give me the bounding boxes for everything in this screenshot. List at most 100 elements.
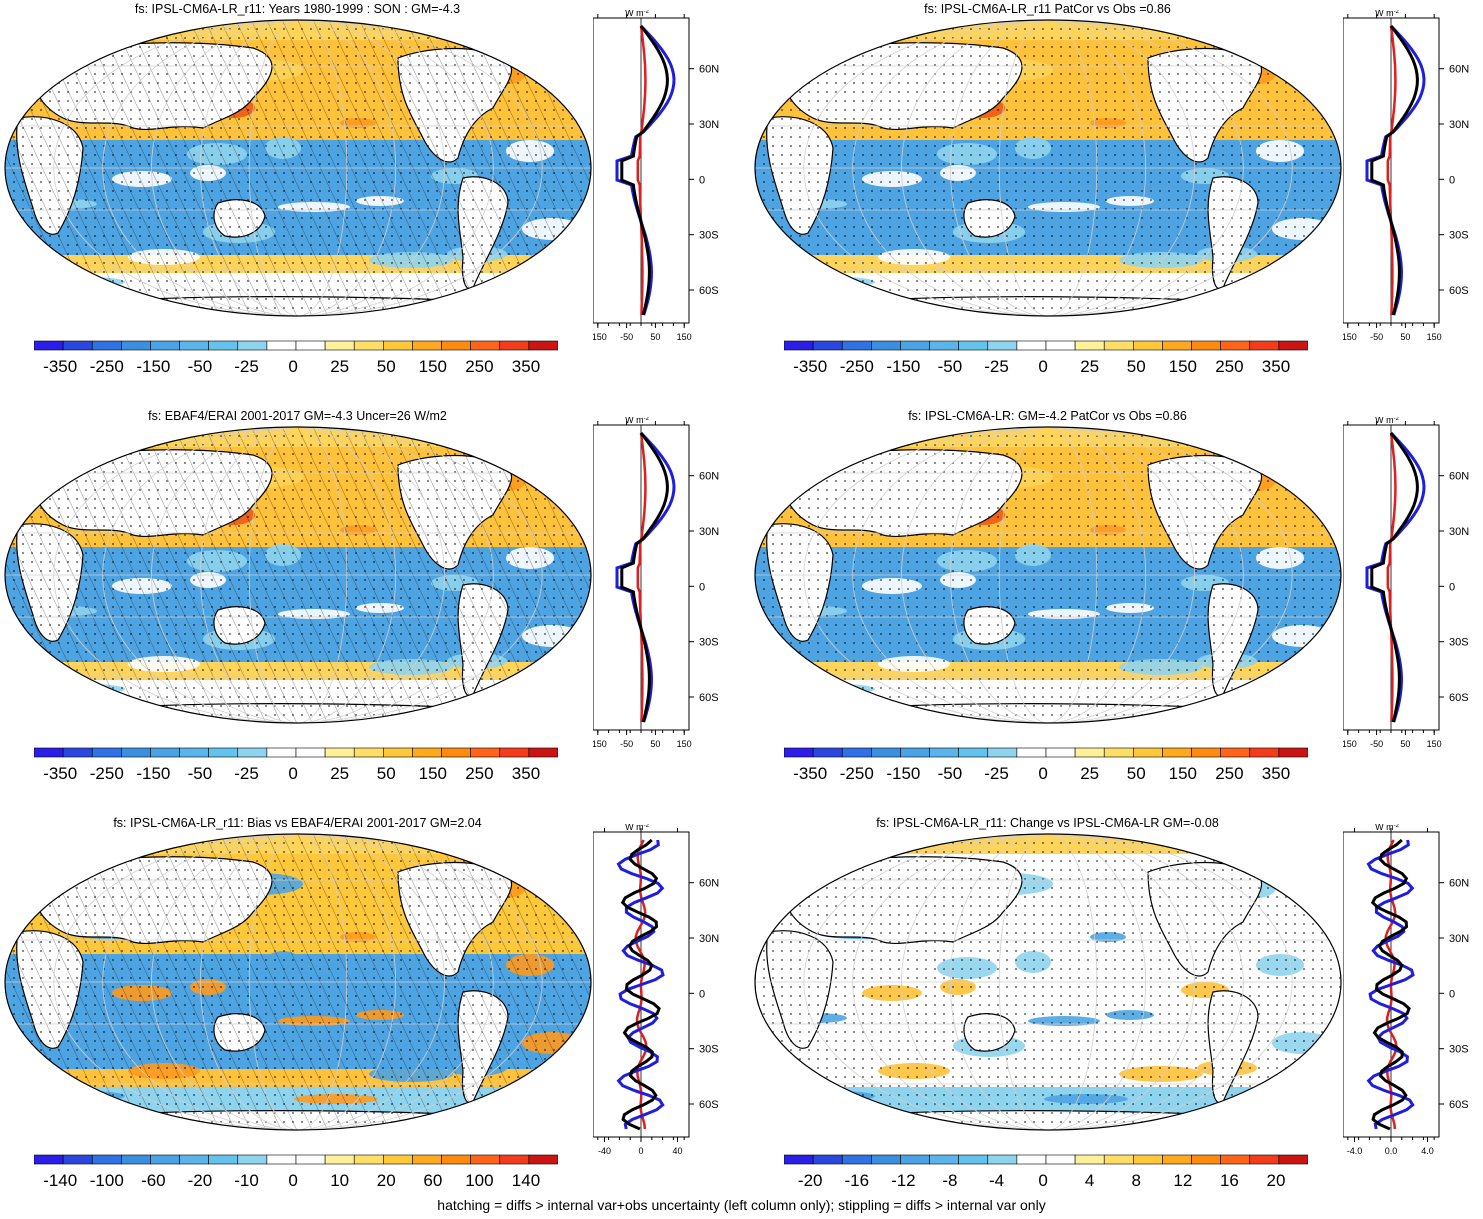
colorbar-tick-label: 350: [512, 357, 540, 376]
colorbar-tick-label: -4: [989, 1171, 1004, 1190]
panel-title: fs: IPSL-CM6A-LR_r11: Change vs IPSL-CM6…: [876, 816, 1219, 830]
lat-tick-label: 30N: [1449, 119, 1469, 131]
colorbar-tick-label: -25: [234, 764, 259, 783]
lat-tick-label: 30S: [1449, 230, 1469, 242]
zonal-x-tick-label: 0.0: [1385, 1146, 1398, 1156]
colorbar-tick-label: 150: [1169, 357, 1197, 376]
colorbar-tick-label: 4: [1085, 1171, 1094, 1190]
colorbar-tick-label: -150: [886, 764, 920, 783]
colorbar-tick-label: 25: [330, 764, 349, 783]
colorbar: -350 -250 -150 -50 -25 0 25 50 150 250 350: [784, 747, 1308, 783]
lat-tick-label: 30S: [1449, 1044, 1469, 1056]
colorbar: -350 -250 -150 -50 -25 0 25 50 150 250 350: [34, 747, 558, 783]
lat-tick-label: 30N: [699, 119, 719, 131]
model-series-line: [620, 432, 669, 723]
spread-series-line: [636, 25, 647, 316]
spread-series-line: [1386, 432, 1397, 723]
colorbar-tick-label: 250: [1215, 357, 1243, 376]
zonal-x-tick-label: 50: [650, 739, 660, 749]
colorbar-tick-label: 10: [330, 1171, 349, 1190]
lat-tick-label: 0: [1449, 988, 1455, 1000]
zonal-mean-profile: W m-2 60N 30N 0 30S 60S -150 -50 50 150: [593, 10, 719, 342]
colorbar-tick-label: 150: [1169, 764, 1197, 783]
zonal-x-tick-label: -50: [620, 739, 633, 749]
lat-tick-label: 60N: [699, 471, 719, 483]
model-series-line: [620, 838, 661, 1131]
zonal-x-tick-label: -50: [1370, 739, 1383, 749]
lat-tick-label: 30N: [1449, 933, 1469, 945]
colorbar-tick-label: 60: [423, 1171, 442, 1190]
lat-tick-label: 0: [1449, 581, 1455, 593]
zonal-unit-label: W m-2: [1375, 10, 1399, 18]
map-panel-6: fs: IPSL-CM6A-LR_r11: Change vs IPSL-CM6…: [750, 814, 1483, 1219]
colorbar-tick-label: -50: [938, 357, 963, 376]
colorbar-tick-label: -16: [844, 1171, 869, 1190]
zonal-x-tick-label: 50: [650, 332, 660, 342]
obs-series-line: [1365, 24, 1426, 316]
colorbar-tick-label: -20: [188, 1171, 213, 1190]
obs-series-line: [1365, 431, 1426, 723]
lat-tick-label: 0: [699, 988, 705, 1000]
zonal-mean-profile: W m-2 60N 30N 0 30S 60S -40 0 40: [593, 824, 719, 1156]
zonal-unit-label: W m-2: [1375, 417, 1399, 425]
colorbar-tick-label: -350: [43, 764, 77, 783]
colorbar-tick-label: 350: [1262, 357, 1290, 376]
lat-tick-label: 60N: [1449, 878, 1469, 890]
colorbar-tick-label: 25: [330, 357, 349, 376]
zonal-x-tick-label: 40: [672, 1146, 682, 1156]
colorbar-tick-label: 50: [377, 764, 396, 783]
colorbar-tick-label: 350: [512, 764, 540, 783]
colorbar-tick-label: 250: [465, 357, 493, 376]
lat-tick-label: 60S: [699, 692, 719, 704]
colorbar-tick-label: -12: [891, 1171, 916, 1190]
zonal-x-tick-label: 150: [677, 332, 692, 342]
colorbar-tick-label: 150: [419, 357, 447, 376]
zonal-x-tick-label: -150: [593, 739, 607, 749]
colorbar-tick-label: 140: [512, 1171, 540, 1190]
zonal-x-tick-label: -4.0: [1347, 1146, 1363, 1156]
colorbar-tick-label: 250: [465, 764, 493, 783]
colorbar-tick-label: 12: [1173, 1171, 1192, 1190]
colorbar-tick-label: 50: [1127, 764, 1146, 783]
colorbar-tick-label: -25: [234, 357, 259, 376]
lat-tick-label: 60N: [699, 64, 719, 76]
panel-title: fs: EBAF4/ERAI 2001-2017 GM=-4.3 Uncer=2…: [148, 409, 447, 423]
colorbar-tick-label: -50: [188, 764, 213, 783]
panel-title: fs: IPSL-CM6A-LR_r11: Bias vs EBAF4/ERAI…: [113, 816, 482, 830]
zonal-unit-label: W m-2: [625, 10, 649, 18]
obs-series-line: [615, 431, 676, 723]
zonal-x-tick-label: -150: [1343, 332, 1357, 342]
colorbar-tick-label: -250: [90, 764, 124, 783]
colorbar-tick-label: -10: [234, 1171, 259, 1190]
zonal-x-tick-label: 50: [1400, 332, 1410, 342]
colorbar-tick-label: -350: [43, 357, 77, 376]
zonal-mean-profile: W m-2 60N 30N 0 30S 60S -150 -50 50 150: [1343, 417, 1469, 749]
obs-series-line: [615, 24, 676, 316]
zonal-x-tick-label: 150: [1427, 332, 1442, 342]
panel-title: fs: IPSL-CM6A-LR_r11 PatCor vs Obs =0.86: [924, 2, 1171, 16]
zonal-x-tick-label: -50: [1370, 332, 1383, 342]
colorbar-tick-label: 350: [1262, 764, 1290, 783]
colorbar-tick-label: 20: [1267, 1171, 1286, 1190]
colorbar-tick-label: 0: [1038, 1171, 1047, 1190]
colorbar: -140 -100 -60 -20 -10 0 10 20 60 100 140: [34, 1154, 558, 1190]
lat-tick-label: 30S: [699, 1044, 719, 1056]
colorbar-tick-label: -250: [840, 357, 874, 376]
zonal-x-tick-label: -40: [598, 1146, 611, 1156]
colorbar-tick-label: -250: [90, 357, 124, 376]
obs-series-line: [616, 839, 665, 1130]
map-panel-4: fs: IPSL-CM6A-LR: GM=-4.2 PatCor vs Obs …: [750, 407, 1483, 812]
zonal-unit-label: W m-2: [625, 824, 649, 832]
colorbar: -350 -250 -150 -50 -25 0 25 50 150 250 350: [34, 340, 558, 376]
zonal-mean-profile: W m-2 60N 30N 0 30S 60S -150 -50 50 150: [593, 417, 719, 749]
colorbar-tick-label: 16: [1220, 1171, 1239, 1190]
model-series-line: [1370, 432, 1419, 723]
zonal-mean-profile: W m-2 60N 30N 0 30S 60S -4.0 0.0 4.0: [1343, 824, 1469, 1156]
map-panel-3: fs: EBAF4/ERAI 2001-2017 GM=-4.3 Uncer=2…: [0, 407, 740, 812]
colorbar-tick-label: 25: [1080, 357, 1099, 376]
colorbar-tick-label: -350: [793, 764, 827, 783]
robinson-map: [4, 426, 592, 724]
colorbar-tick-label: -25: [984, 764, 1009, 783]
robinson-map: [4, 833, 592, 1131]
lat-tick-label: 60S: [1449, 1099, 1469, 1111]
